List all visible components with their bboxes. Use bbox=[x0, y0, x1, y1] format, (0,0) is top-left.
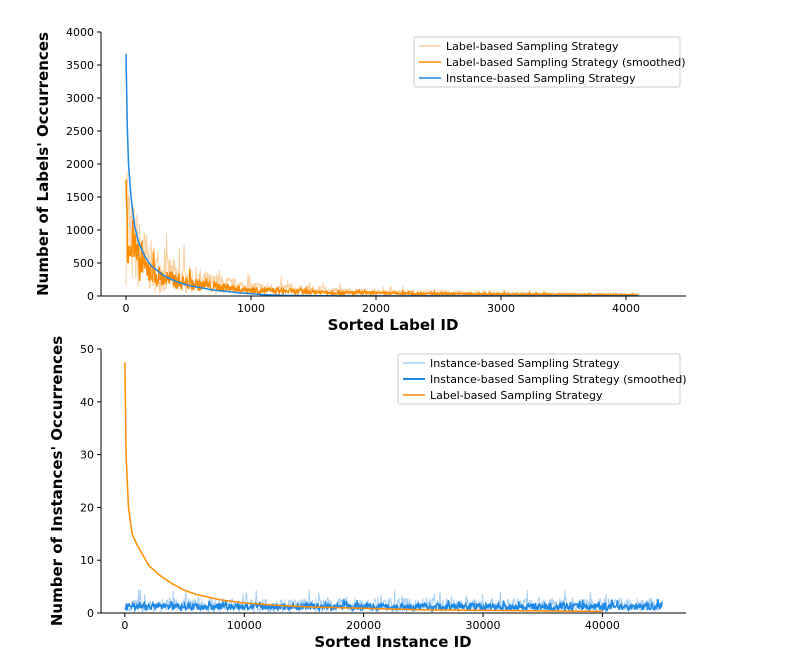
x-tick-label: 4000 bbox=[612, 302, 640, 315]
x-tick-label: 0 bbox=[123, 302, 130, 315]
legend-entry: Label-based Sampling Strategy bbox=[430, 389, 603, 402]
chart-label-occurrences: 0 500 1000 1500 2000 2500 3000 3500 4000 0 1000 20… bbox=[34, 26, 686, 334]
series-line bbox=[125, 172, 639, 298]
legend-box bbox=[397, 353, 681, 405]
legend: Instance-based Sampling Strategy Instanc… bbox=[397, 353, 687, 405]
legend-entry: Instance-based Sampling Strategy (smooth… bbox=[430, 373, 687, 386]
y-tick-label: 500 bbox=[73, 257, 94, 270]
y-tick-label: 0 bbox=[87, 290, 94, 303]
y-ticks: 0 10 20 30 40 50 bbox=[80, 343, 101, 620]
x-tick-label: 30000 bbox=[466, 619, 501, 632]
series-line bbox=[124, 598, 663, 613]
y-ticks: 0 500 1000 1500 2000 2500 3000 3500 4000 bbox=[66, 26, 101, 303]
y-tick-label: 2000 bbox=[66, 158, 94, 171]
y-tick-label: 1500 bbox=[66, 191, 94, 204]
x-ticks: 0 10000 20000 30000 40000 bbox=[121, 613, 620, 632]
x-axis-label: Sorted Instance ID bbox=[314, 633, 471, 651]
x-tick-label: 10000 bbox=[227, 619, 262, 632]
y-tick-label: 3500 bbox=[66, 59, 94, 72]
y-tick-label: 50 bbox=[80, 343, 94, 356]
x-axis-label: Sorted Label ID bbox=[328, 316, 459, 334]
legend-entry: Label-based Sampling Strategy bbox=[446, 40, 619, 53]
x-ticks: 0 1000 2000 3000 4000 bbox=[123, 296, 640, 315]
legend-entry: Instance-based Sampling Strategy bbox=[446, 72, 636, 85]
y-tick-label: 40 bbox=[80, 396, 94, 409]
y-tick-label: 30 bbox=[80, 449, 94, 462]
legend-entry: Instance-based Sampling Strategy bbox=[430, 357, 620, 370]
x-tick-label: 2000 bbox=[362, 302, 390, 315]
y-tick-label: 3000 bbox=[66, 92, 94, 105]
series-group bbox=[125, 53, 639, 298]
y-tick-label: 0 bbox=[87, 607, 94, 620]
series-line bbox=[124, 362, 603, 613]
x-tick-label: 0 bbox=[121, 619, 128, 632]
y-tick-label: 10 bbox=[80, 554, 94, 567]
legend: Label-based Sampling Strategy Label-base… bbox=[413, 36, 685, 88]
x-tick-label: 20000 bbox=[346, 619, 381, 632]
y-tick-label: 1000 bbox=[66, 224, 94, 237]
series-line bbox=[125, 53, 639, 297]
legend-box bbox=[413, 36, 681, 88]
y-axis-label: Number of Instances' Occurrences bbox=[48, 336, 66, 626]
x-tick-label: 1000 bbox=[237, 302, 265, 315]
chart-instance-occurrences: 0 10 20 30 40 50 0 10000 20000 30000 40000 Sorted… bbox=[48, 336, 687, 651]
series-group bbox=[124, 362, 663, 614]
y-axis-label: Number of Labels' Occurrences bbox=[34, 32, 52, 296]
legend-entry: Label-based Sampling Strategy (smoothed) bbox=[446, 56, 685, 69]
x-tick-label: 3000 bbox=[487, 302, 515, 315]
y-tick-label: 4000 bbox=[66, 26, 94, 39]
y-tick-label: 20 bbox=[80, 501, 94, 514]
y-tick-label: 2500 bbox=[66, 125, 94, 138]
x-tick-label: 40000 bbox=[585, 619, 620, 632]
